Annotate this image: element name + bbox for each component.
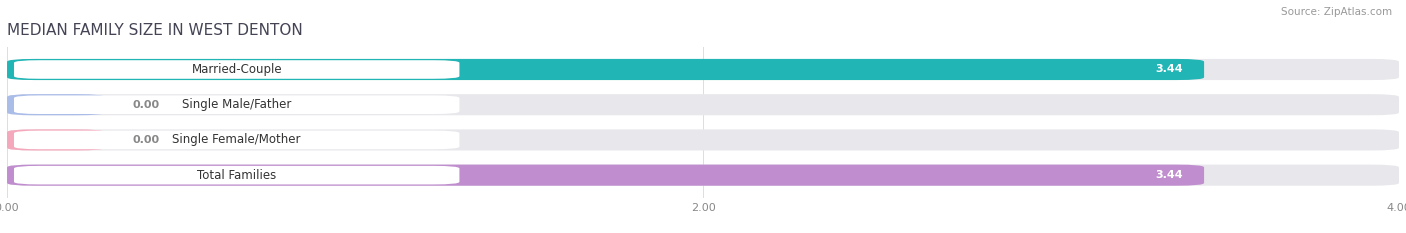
FancyBboxPatch shape <box>7 164 1204 186</box>
FancyBboxPatch shape <box>7 94 1399 115</box>
FancyBboxPatch shape <box>7 94 104 115</box>
Text: 3.44: 3.44 <box>1156 65 1184 75</box>
Text: 0.00: 0.00 <box>132 135 159 145</box>
Text: Married-Couple: Married-Couple <box>191 63 283 76</box>
FancyBboxPatch shape <box>14 131 460 149</box>
Text: Single Female/Mother: Single Female/Mother <box>173 134 301 146</box>
FancyBboxPatch shape <box>7 59 1399 80</box>
FancyBboxPatch shape <box>7 129 1399 151</box>
FancyBboxPatch shape <box>14 166 460 185</box>
FancyBboxPatch shape <box>14 96 460 114</box>
Text: Single Male/Father: Single Male/Father <box>181 98 291 111</box>
FancyBboxPatch shape <box>7 129 104 151</box>
Text: 3.44: 3.44 <box>1156 170 1184 180</box>
Text: MEDIAN FAMILY SIZE IN WEST DENTON: MEDIAN FAMILY SIZE IN WEST DENTON <box>7 24 302 38</box>
FancyBboxPatch shape <box>7 164 1399 186</box>
FancyBboxPatch shape <box>14 60 460 79</box>
Text: Source: ZipAtlas.com: Source: ZipAtlas.com <box>1281 7 1392 17</box>
FancyBboxPatch shape <box>7 59 1204 80</box>
Text: 0.00: 0.00 <box>132 100 159 110</box>
Text: Total Families: Total Families <box>197 169 277 182</box>
